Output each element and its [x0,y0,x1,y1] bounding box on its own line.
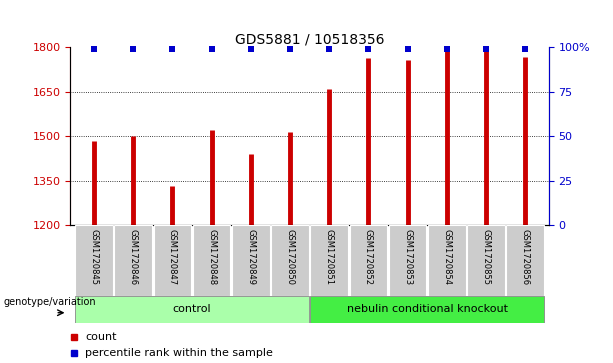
Text: GSM1720854: GSM1720854 [442,229,451,285]
FancyBboxPatch shape [349,225,387,296]
Text: control: control [173,305,211,314]
Text: genotype/variation: genotype/variation [3,297,96,307]
Text: GSM1720855: GSM1720855 [481,229,490,285]
Text: count: count [85,331,116,342]
FancyBboxPatch shape [232,225,270,296]
Text: GSM1720856: GSM1720856 [520,229,530,285]
FancyBboxPatch shape [428,225,465,296]
Text: GSM1720850: GSM1720850 [286,229,294,285]
FancyBboxPatch shape [154,225,191,296]
Title: GDS5881 / 10518356: GDS5881 / 10518356 [235,32,384,46]
Text: GSM1720852: GSM1720852 [364,229,373,285]
FancyBboxPatch shape [310,296,544,323]
Text: nebulin conditional knockout: nebulin conditional knockout [346,305,508,314]
Text: percentile rank within the sample: percentile rank within the sample [85,348,273,358]
FancyBboxPatch shape [115,225,152,296]
FancyBboxPatch shape [75,296,309,323]
FancyBboxPatch shape [506,225,544,296]
Text: GSM1720847: GSM1720847 [168,229,177,285]
FancyBboxPatch shape [271,225,309,296]
FancyBboxPatch shape [310,225,348,296]
Text: GSM1720851: GSM1720851 [325,229,333,285]
Text: GSM1720845: GSM1720845 [89,229,99,285]
Text: GSM1720853: GSM1720853 [403,229,412,285]
Text: GSM1720846: GSM1720846 [129,229,138,285]
FancyBboxPatch shape [192,225,230,296]
FancyBboxPatch shape [75,225,113,296]
Text: GSM1720848: GSM1720848 [207,229,216,285]
Text: GSM1720849: GSM1720849 [246,229,255,285]
FancyBboxPatch shape [467,225,504,296]
FancyBboxPatch shape [389,225,427,296]
